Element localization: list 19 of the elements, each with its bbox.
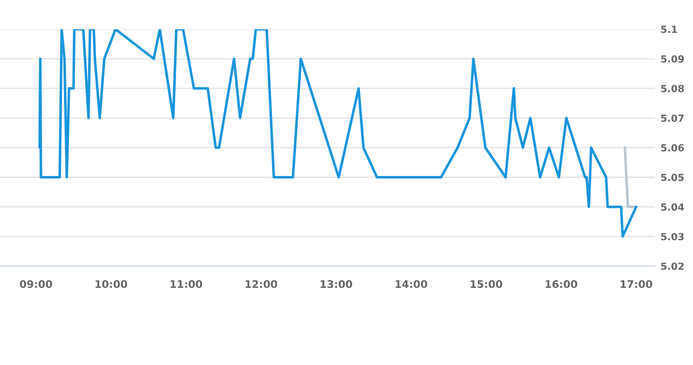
x-tick-label: 14:00 xyxy=(396,280,428,288)
y-tick-label: 5.04 xyxy=(661,203,684,211)
x-tick-label: 13:00 xyxy=(320,280,352,288)
y-tick-label: 5.07 xyxy=(661,114,684,122)
y-tick-label: 5.09 xyxy=(661,55,684,63)
x-tick-label: 10:00 xyxy=(96,280,128,288)
y-tick-label: 5.03 xyxy=(661,232,684,240)
y-tick-label: 5.02 xyxy=(661,262,684,270)
y-tick-label: 5.1 xyxy=(661,26,677,34)
x-tick-label: 16:00 xyxy=(546,280,578,288)
y-tick-label: 5.08 xyxy=(661,84,684,92)
x-tick-label: 12:00 xyxy=(246,280,278,288)
y-tick-label: 5.05 xyxy=(661,174,684,182)
x-tick-label: 11:00 xyxy=(170,280,202,288)
x-tick-label: 09:00 xyxy=(20,280,52,288)
x-tick-label: 15:00 xyxy=(470,280,502,288)
x-tick-label: 17:00 xyxy=(620,280,652,288)
line-series xyxy=(38,29,638,238)
y-tick-label: 5.06 xyxy=(661,144,684,152)
